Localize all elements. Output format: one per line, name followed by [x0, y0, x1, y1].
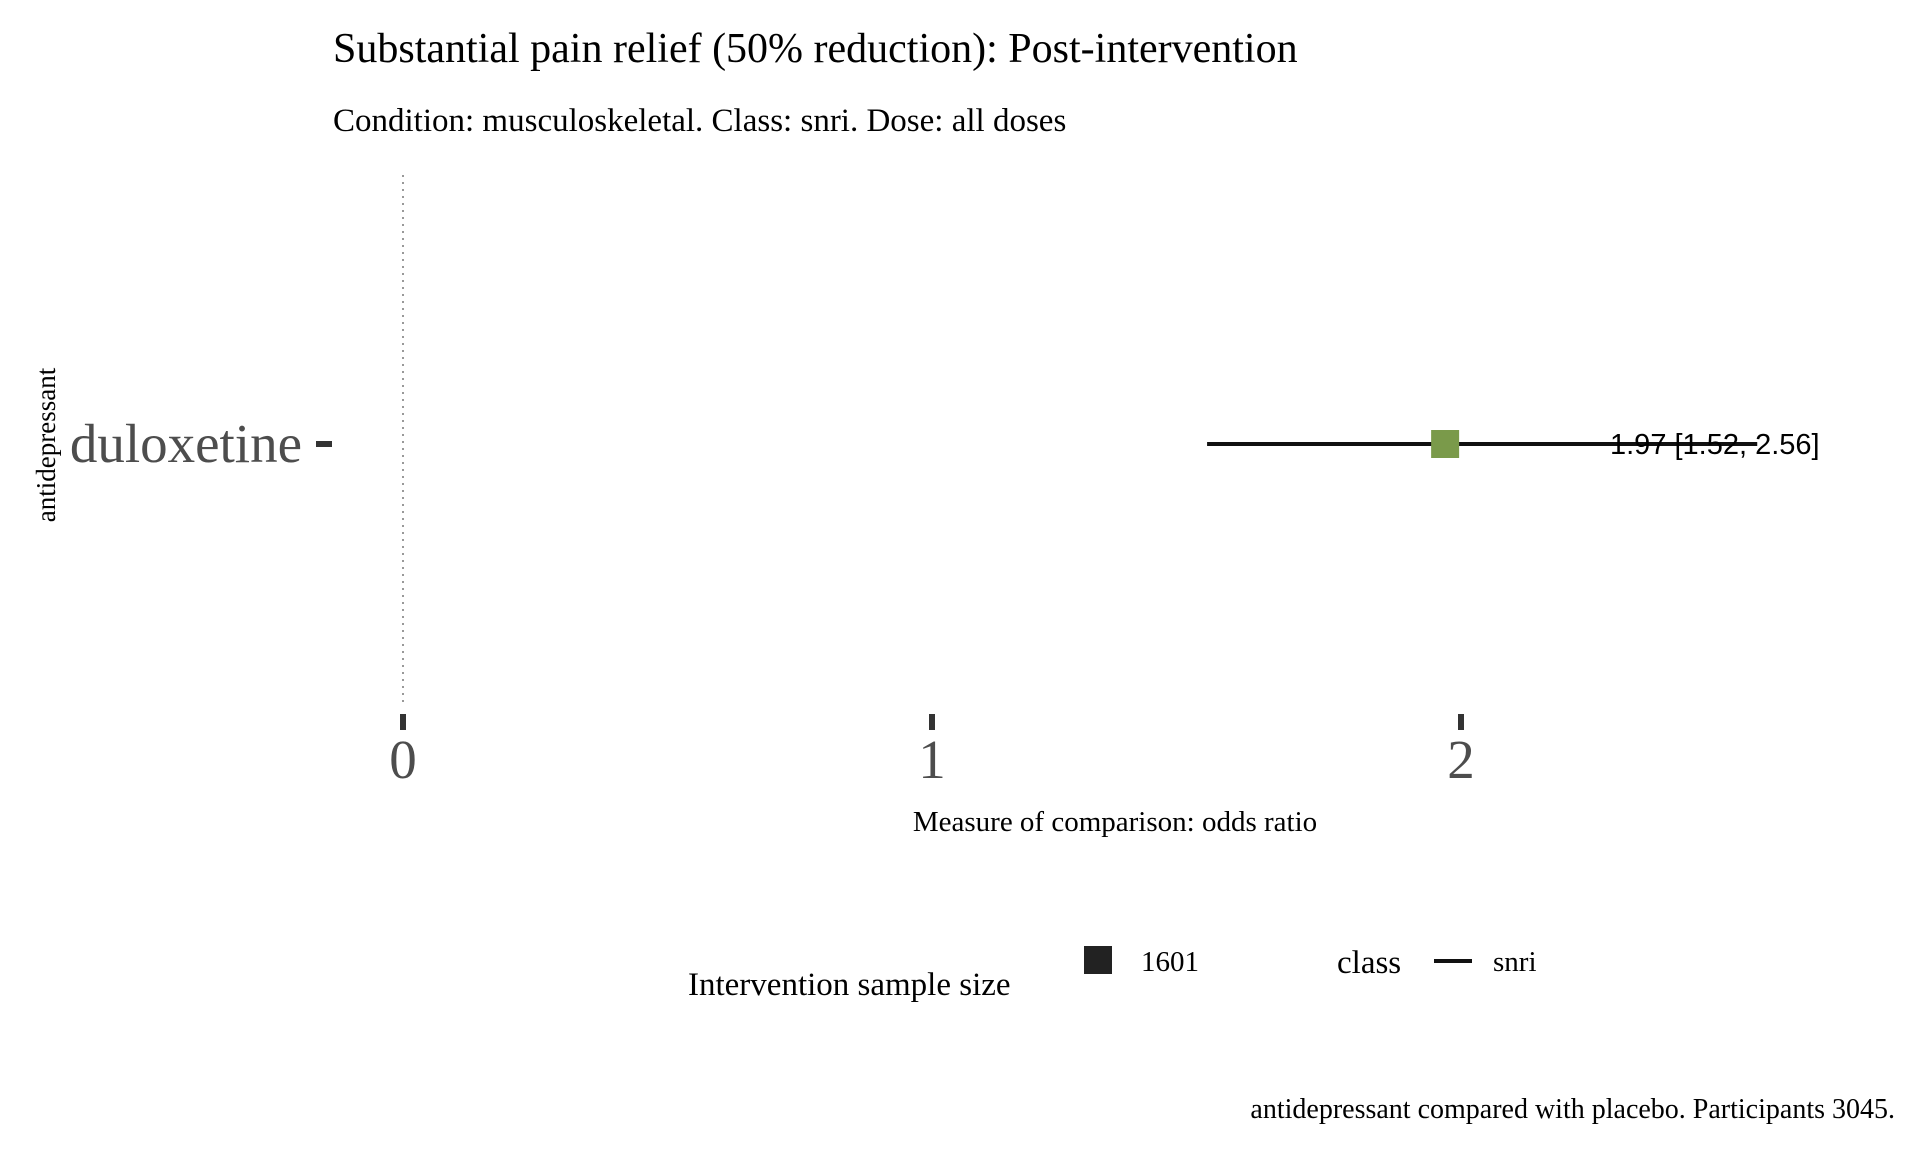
estimate-label: 1.97 [1.52, 2.56] [1610, 429, 1820, 461]
x-tick-label: 2 [1447, 729, 1475, 790]
x-tick-label: 0 [389, 729, 417, 790]
x-tick-label: 1 [918, 729, 946, 790]
legend-size-entry: 1601 [1141, 946, 1199, 978]
y-tick-label: duloxetine [70, 413, 302, 474]
chart-subtitle: Condition: musculoskeletal. Class: snri.… [333, 103, 1066, 139]
x-axis-title: Measure of comparison: odds ratio [913, 806, 1317, 838]
legend-size-title: Intervention sample size [688, 967, 1011, 1003]
legend: Intervention sample size 1601 class snri [688, 945, 1537, 1003]
legend-size-key-square [1084, 946, 1112, 974]
chart-title: Substantial pain relief (50% reduction):… [333, 26, 1298, 72]
legend-class-entry: snri [1493, 946, 1537, 978]
legend-class-title: class [1337, 945, 1401, 981]
point-estimate-marker [1431, 430, 1460, 458]
y-axis-title: antidepressant [31, 367, 61, 522]
chart-caption: antidepressant compared with placebo. Pa… [1250, 1094, 1895, 1125]
plot-area: 0 1 2 duloxetine 1.97 [1.52, 2.56] [70, 175, 1820, 790]
